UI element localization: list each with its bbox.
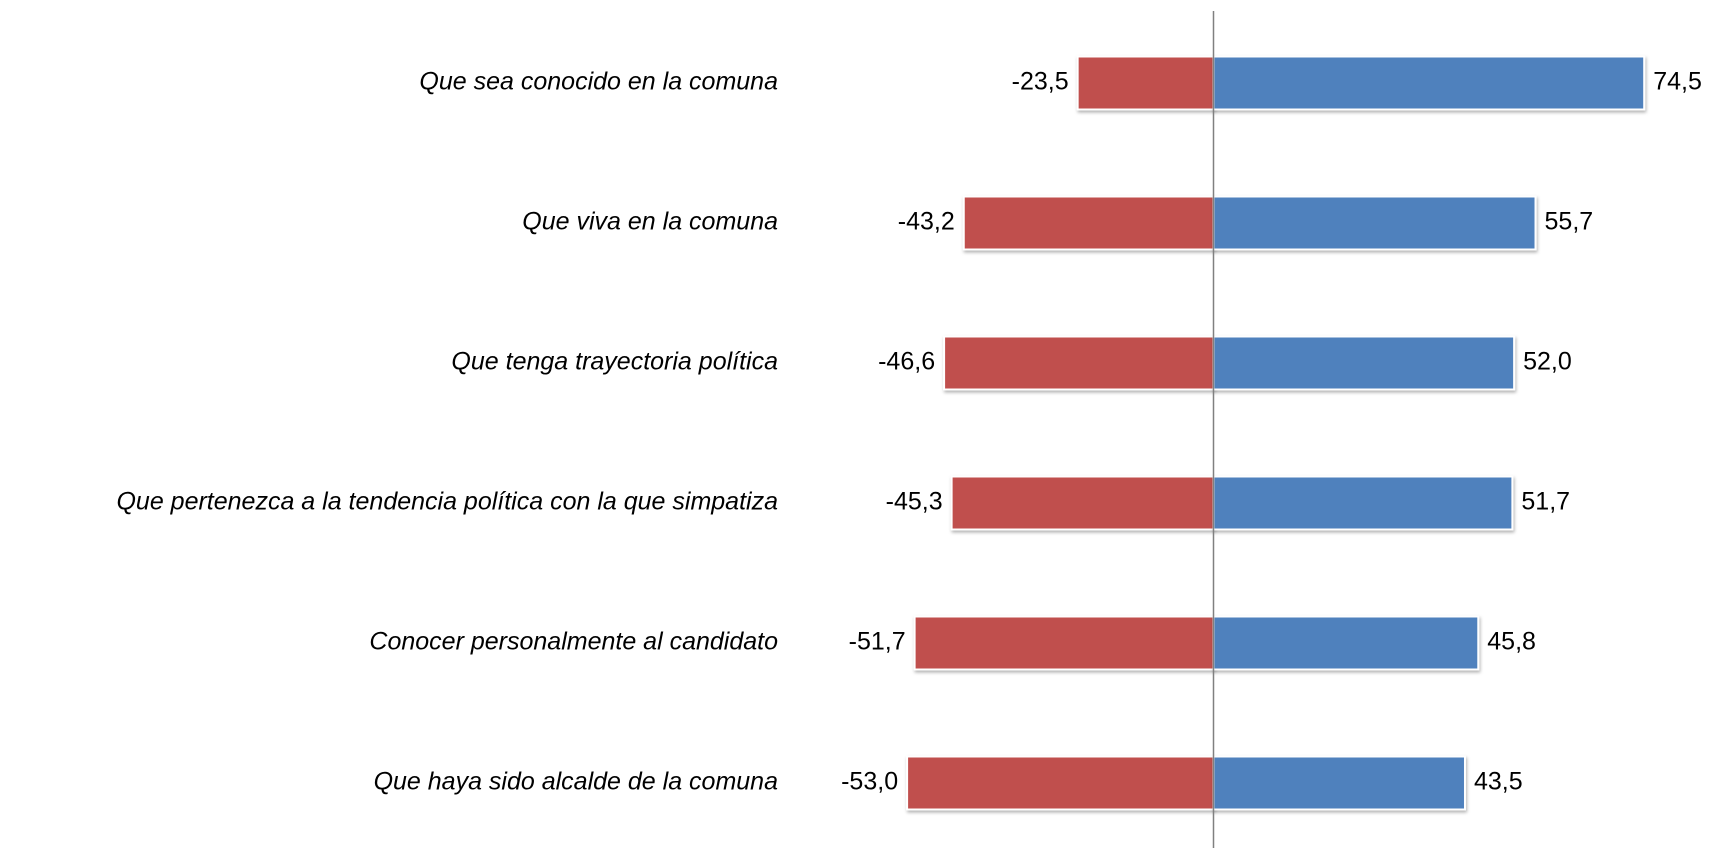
bar [1212, 475, 1514, 531]
category-label: Conocer personalmente al candidato [369, 628, 778, 656]
data-label: 45,8 [1487, 628, 1536, 656]
data-label: -23,5 [1012, 68, 1069, 96]
data-label: 55,7 [1545, 208, 1594, 236]
data-label: 51,7 [1521, 488, 1570, 516]
category-label: Que pertenezca a la tendencia política c… [116, 488, 778, 516]
data-label: 52,0 [1523, 348, 1572, 376]
bar [962, 195, 1215, 251]
category-label: Que haya sido alcalde de la comuna [374, 768, 779, 796]
bar [906, 755, 1215, 811]
category-label: Que sea conocido en la comuna [419, 68, 778, 96]
data-label: -45,3 [886, 488, 943, 516]
bar [1212, 335, 1516, 391]
data-label: 43,5 [1474, 768, 1523, 796]
category-label: Que tenga trayectoria política [451, 348, 778, 376]
data-label: -43,2 [898, 208, 955, 236]
bar [1212, 755, 1466, 811]
category-label: Que viva en la comuna [522, 208, 778, 236]
data-label: -46,6 [878, 348, 935, 376]
bar [943, 335, 1215, 391]
bar [913, 615, 1215, 671]
bar [1212, 195, 1537, 251]
data-label: 74,5 [1653, 68, 1702, 96]
bar [1212, 615, 1480, 671]
bar [1076, 55, 1215, 111]
bar [950, 475, 1215, 531]
data-label: -53,0 [841, 768, 898, 796]
bar [1212, 55, 1646, 111]
data-label: -51,7 [849, 628, 906, 656]
